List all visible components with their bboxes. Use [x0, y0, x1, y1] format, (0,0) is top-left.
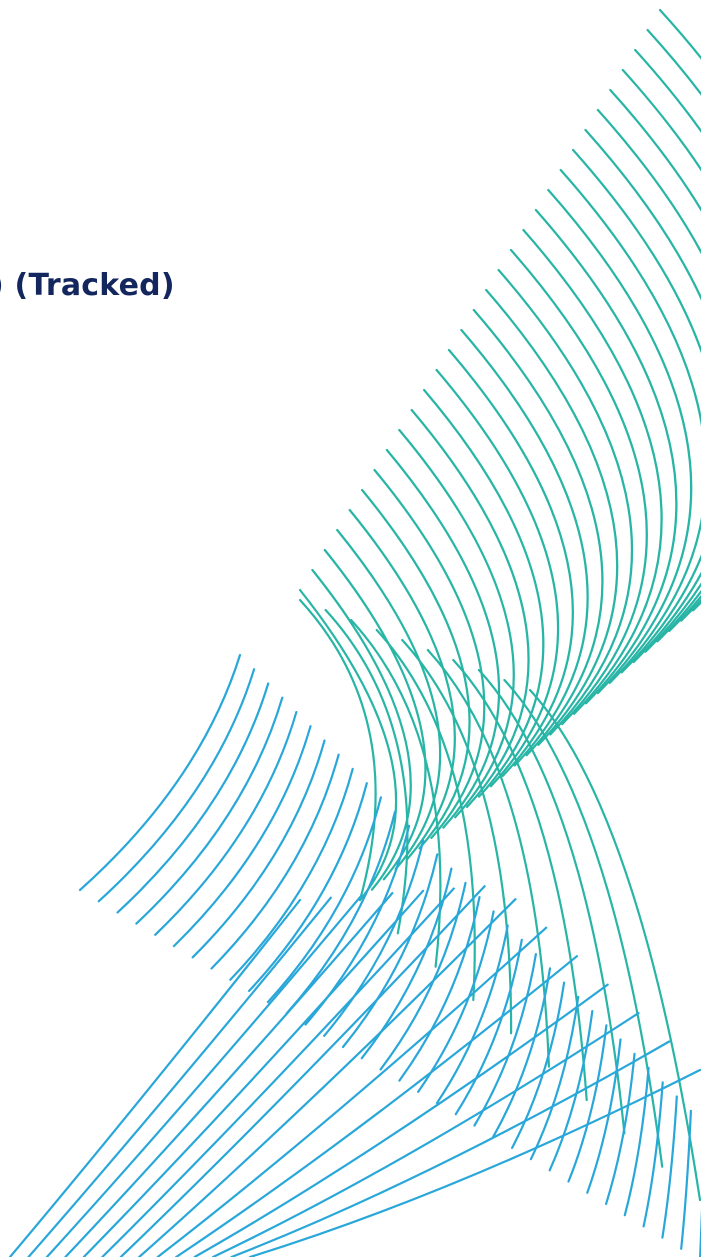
teal-curve-line: [522, 228, 663, 715]
blue-curve-line: [45, 894, 363, 1257]
teal-curve-line: [509, 248, 648, 726]
blue-curve-line: [154, 710, 298, 936]
teal-curve-line: [572, 148, 701, 674]
teal-curve-line: [534, 208, 678, 705]
teal-curve-line: [423, 388, 545, 798]
blue-curve-lines: [8, 653, 701, 1257]
blue-curve-line: [210, 753, 340, 970]
blue-curve-line: [529, 995, 580, 1161]
blue-curve-line: [623, 1066, 650, 1217]
blue-curve-line: [64, 892, 394, 1257]
teal-curve-line: [485, 288, 619, 746]
teal-curve-line: [460, 328, 589, 767]
teal-curve-line: [336, 528, 442, 871]
teal-curve-line: [528, 688, 701, 1202]
blue-curve-line: [138, 898, 517, 1257]
blue-curve-line: [379, 881, 467, 1071]
blue-curve-line: [341, 853, 439, 1049]
teal-curve-line: [547, 188, 693, 695]
document-title: ) (Tracked): [0, 268, 175, 303]
blue-curve-line: [511, 981, 566, 1149]
teal-curve-line: [410, 408, 530, 808]
teal-curve-line: [634, 48, 701, 622]
blue-curve-line: [435, 924, 509, 1105]
blue-curve-line: [229, 767, 354, 981]
teal-curve-line: [298, 588, 398, 902]
blue-curve-line: [27, 896, 332, 1257]
teal-curve-line: [646, 28, 701, 612]
teal-curve-line: [452, 658, 588, 1102]
blue-curve-line: [548, 1010, 594, 1172]
blue-curve-line: [567, 1024, 608, 1183]
teal-curve-line: [584, 128, 701, 664]
teal-curve-line: [426, 648, 550, 1068]
blue-curve-line: [172, 725, 312, 948]
teal-curve-line: [348, 508, 456, 860]
blue-curve-line: [323, 839, 425, 1037]
blue-curve-line: [586, 1038, 622, 1194]
blue-curve-line: [212, 1012, 640, 1257]
blue-curve-line: [116, 682, 270, 914]
blue-curve-line: [605, 1052, 636, 1205]
blue-curve-line: [101, 887, 455, 1257]
blue-curve-line: [156, 926, 548, 1257]
blue-curve-line: [175, 955, 578, 1257]
teal-curve-line: [385, 448, 501, 829]
blue-curve-line: [642, 1081, 664, 1228]
teal-curve-line: [361, 488, 471, 850]
teal-curve-line: [472, 308, 604, 757]
teal-curve-line: [298, 598, 377, 902]
blue-curve-line: [78, 653, 242, 892]
blue-curve-line: [266, 796, 382, 1004]
teal-curve-line: [559, 168, 701, 684]
teal-curve-line: [497, 268, 633, 736]
teal-curve-line: [621, 68, 701, 633]
teal-curve-line: [375, 628, 476, 1002]
teal-curve-line: [324, 608, 409, 935]
teal-curve-line: [609, 88, 701, 643]
blue-curve-line: [492, 967, 552, 1138]
blue-curve-line: [135, 696, 284, 925]
blue-curve-line: [360, 867, 453, 1060]
teal-curve-line: [398, 428, 515, 819]
teal-curve-line: [477, 668, 626, 1135]
blue-curve-line: [97, 668, 256, 903]
blue-curve-line: [82, 889, 425, 1257]
blue-curve-line: [248, 782, 368, 992]
blue-curve-line: [661, 1095, 678, 1239]
blue-curve-line: [454, 938, 523, 1116]
blue-curve-line: [119, 885, 486, 1257]
teal-curve-line: [311, 568, 412, 891]
blue-curve-line: [230, 1040, 671, 1257]
blue-curve-line: [191, 739, 326, 959]
blue-curve-line: [193, 983, 609, 1257]
teal-curve-lines: [298, 8, 701, 1202]
blue-curve-line: [398, 896, 481, 1082]
blue-curve-line: [473, 953, 537, 1127]
blue-curve-line: [8, 898, 302, 1257]
blue-curve-line: [680, 1109, 692, 1250]
blue-curve-line: [248, 1068, 701, 1257]
